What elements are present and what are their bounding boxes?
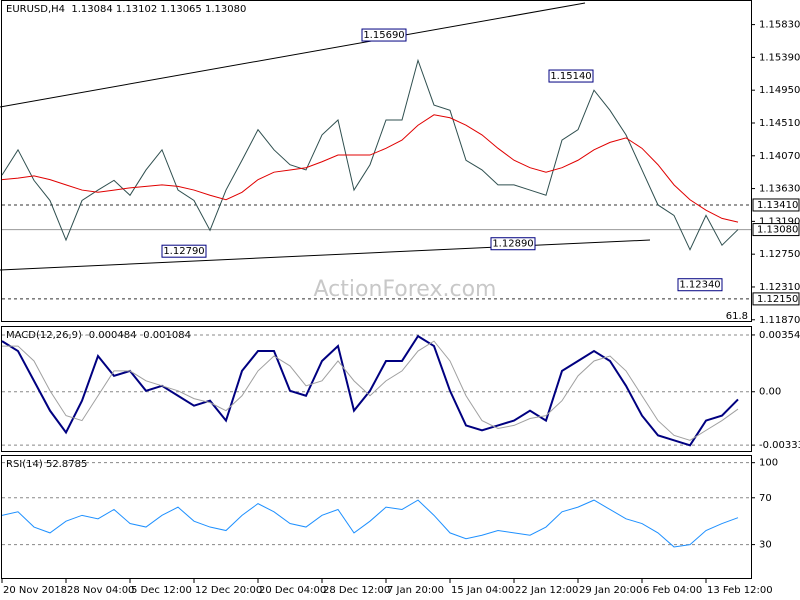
macd-panel xyxy=(1,326,752,452)
series-line xyxy=(1,499,739,548)
level-label: 1.13080 xyxy=(757,225,798,236)
x-tick-label: 20 Dec 04:00 xyxy=(259,585,326,596)
panel-title: EURUSD,H4 1.13084 1.13102 1.13065 1.1308… xyxy=(6,4,246,15)
y-tick-label: 1.12310 xyxy=(759,282,800,293)
x-tick-label: 28 Dec 12:00 xyxy=(323,585,390,596)
level-label-box xyxy=(752,198,800,212)
level-label-box xyxy=(752,223,800,237)
y-tick-label: 1.13190 xyxy=(759,216,800,227)
y-tick-label: 0.00 xyxy=(759,387,781,398)
y-tick-label: 70 xyxy=(759,493,772,504)
y-tick-label: 1.13630 xyxy=(759,184,800,195)
annotation-label: 1.12890 xyxy=(492,239,533,250)
price-panel xyxy=(1,0,752,322)
level-label: 1.13410 xyxy=(757,200,798,211)
x-tick-label: 5 Dec 12:00 xyxy=(131,585,192,596)
y-tick-label: 100 xyxy=(759,458,778,469)
panel-title: MACD(12,26,9) -0.000484 -0.001084 xyxy=(6,330,191,341)
x-tick-label: 12 Dec 20:00 xyxy=(195,585,262,596)
series-line xyxy=(1,114,739,223)
trendline xyxy=(0,2,586,108)
annotation-box xyxy=(490,237,536,251)
y-tick-label: 1.12750 xyxy=(759,249,800,260)
x-tick-label: 29 Jan 20:00 xyxy=(579,585,642,596)
watermark: ActionForex.com xyxy=(314,277,497,302)
y-tick-label: 1.11870 xyxy=(759,315,800,326)
annotation-label: 1.12340 xyxy=(679,280,720,291)
x-tick-label: 20 Nov 2018 xyxy=(3,585,67,596)
x-tick-label: 13 Feb 12:00 xyxy=(707,585,773,596)
y-tick-label: -0.003331 xyxy=(759,440,800,451)
annotation-label: 1.12790 xyxy=(163,246,204,257)
y-tick-label: 1.15830 xyxy=(759,20,800,31)
annotation-label: 1.15140 xyxy=(550,71,591,82)
annotation-box xyxy=(361,28,407,42)
panel-title: RSI(14) 52.8785 xyxy=(6,459,87,470)
series-line xyxy=(1,58,739,251)
y-tick-label: 0.003544 xyxy=(759,330,800,341)
fib-label: 61.8 xyxy=(726,311,748,322)
annotation-label: 1.15690 xyxy=(363,30,404,41)
x-tick-label: 15 Jan 04:00 xyxy=(451,585,514,596)
annotation-box xyxy=(161,244,207,258)
level-label-box xyxy=(752,292,800,306)
series-line xyxy=(2,340,739,441)
level-label: 1.12150 xyxy=(757,294,798,305)
annotation-box xyxy=(677,278,723,292)
annotation-box xyxy=(548,69,594,83)
series-line xyxy=(1,334,739,447)
y-tick-label: 30 xyxy=(759,540,772,551)
y-tick-label: 1.15390 xyxy=(759,52,800,63)
y-tick-label: 1.14510 xyxy=(759,118,800,129)
x-tick-label: 7 Jan 20:00 xyxy=(387,585,444,596)
rsi-panel xyxy=(1,455,752,579)
trendline xyxy=(0,239,651,271)
y-tick-label: 1.14070 xyxy=(759,151,800,162)
y-tick-label: 1.14950 xyxy=(759,85,800,96)
x-tick-label: 22 Jan 12:00 xyxy=(515,585,578,596)
x-tick-label: 6 Feb 04:00 xyxy=(643,585,702,596)
x-tick-label: 28 Nov 04:00 xyxy=(67,585,134,596)
